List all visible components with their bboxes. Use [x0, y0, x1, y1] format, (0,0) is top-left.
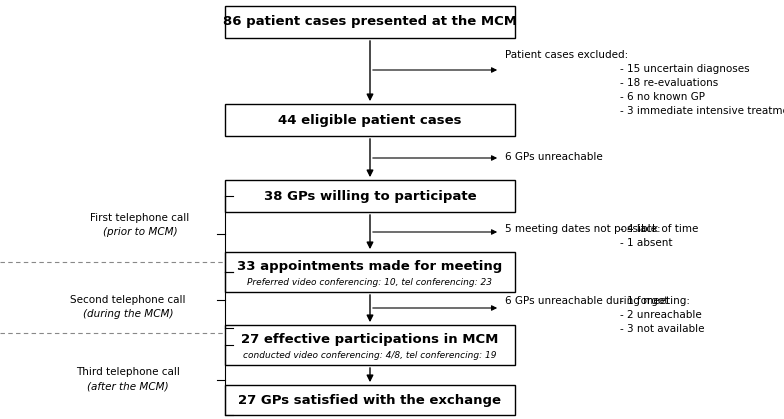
- Text: Second telephone call: Second telephone call: [71, 295, 186, 305]
- Text: (prior to MCM): (prior to MCM): [103, 227, 177, 237]
- Text: - 15 uncertain diagnoses: - 15 uncertain diagnoses: [620, 64, 750, 74]
- Text: 86 patient cases presented at the MCM: 86 patient cases presented at the MCM: [223, 16, 517, 28]
- FancyBboxPatch shape: [225, 385, 515, 415]
- FancyBboxPatch shape: [225, 180, 515, 212]
- Text: (after the MCM): (after the MCM): [87, 381, 169, 391]
- Text: 5 meeting dates not possible:: 5 meeting dates not possible:: [505, 224, 661, 234]
- FancyBboxPatch shape: [225, 325, 515, 365]
- Text: - 1 absent: - 1 absent: [620, 238, 673, 248]
- Text: 6 GPs unreachable: 6 GPs unreachable: [505, 152, 603, 162]
- Text: - 4 lack of time: - 4 lack of time: [620, 224, 699, 234]
- Text: - 18 re-evaluations: - 18 re-evaluations: [620, 78, 718, 88]
- FancyBboxPatch shape: [225, 104, 515, 136]
- Text: First telephone call: First telephone call: [90, 213, 190, 223]
- Text: - 2 unreachable: - 2 unreachable: [620, 310, 702, 320]
- Text: 38 GPs willing to participate: 38 GPs willing to participate: [263, 189, 477, 202]
- FancyBboxPatch shape: [225, 252, 515, 292]
- Text: Patient cases excluded:: Patient cases excluded:: [505, 50, 628, 60]
- Text: conducted video conferencing: 4/8, tel conferencing: 19: conducted video conferencing: 4/8, tel c…: [243, 351, 497, 360]
- Text: 27 GPs satisfied with the exchange: 27 GPs satisfied with the exchange: [238, 393, 502, 406]
- Text: (during the MCM): (during the MCM): [83, 309, 173, 319]
- Text: Third telephone call: Third telephone call: [76, 367, 180, 377]
- Text: - 1 forgot: - 1 forgot: [620, 296, 669, 306]
- Text: - 3 not available: - 3 not available: [620, 324, 705, 334]
- FancyBboxPatch shape: [225, 6, 515, 38]
- Text: - 3 immediate intensive treatment: - 3 immediate intensive treatment: [620, 106, 784, 116]
- Text: 27 effective participations in MCM: 27 effective participations in MCM: [241, 333, 499, 346]
- Text: 6 GPs unreachable during meeting:: 6 GPs unreachable during meeting:: [505, 296, 690, 306]
- Text: Preferred video conferencing: 10, tel conferencing: 23: Preferred video conferencing: 10, tel co…: [248, 277, 492, 287]
- Text: 44 eligible patient cases: 44 eligible patient cases: [278, 114, 462, 127]
- Text: - 6 no known GP: - 6 no known GP: [620, 92, 705, 102]
- Text: 33 appointments made for meeting: 33 appointments made for meeting: [238, 259, 503, 272]
